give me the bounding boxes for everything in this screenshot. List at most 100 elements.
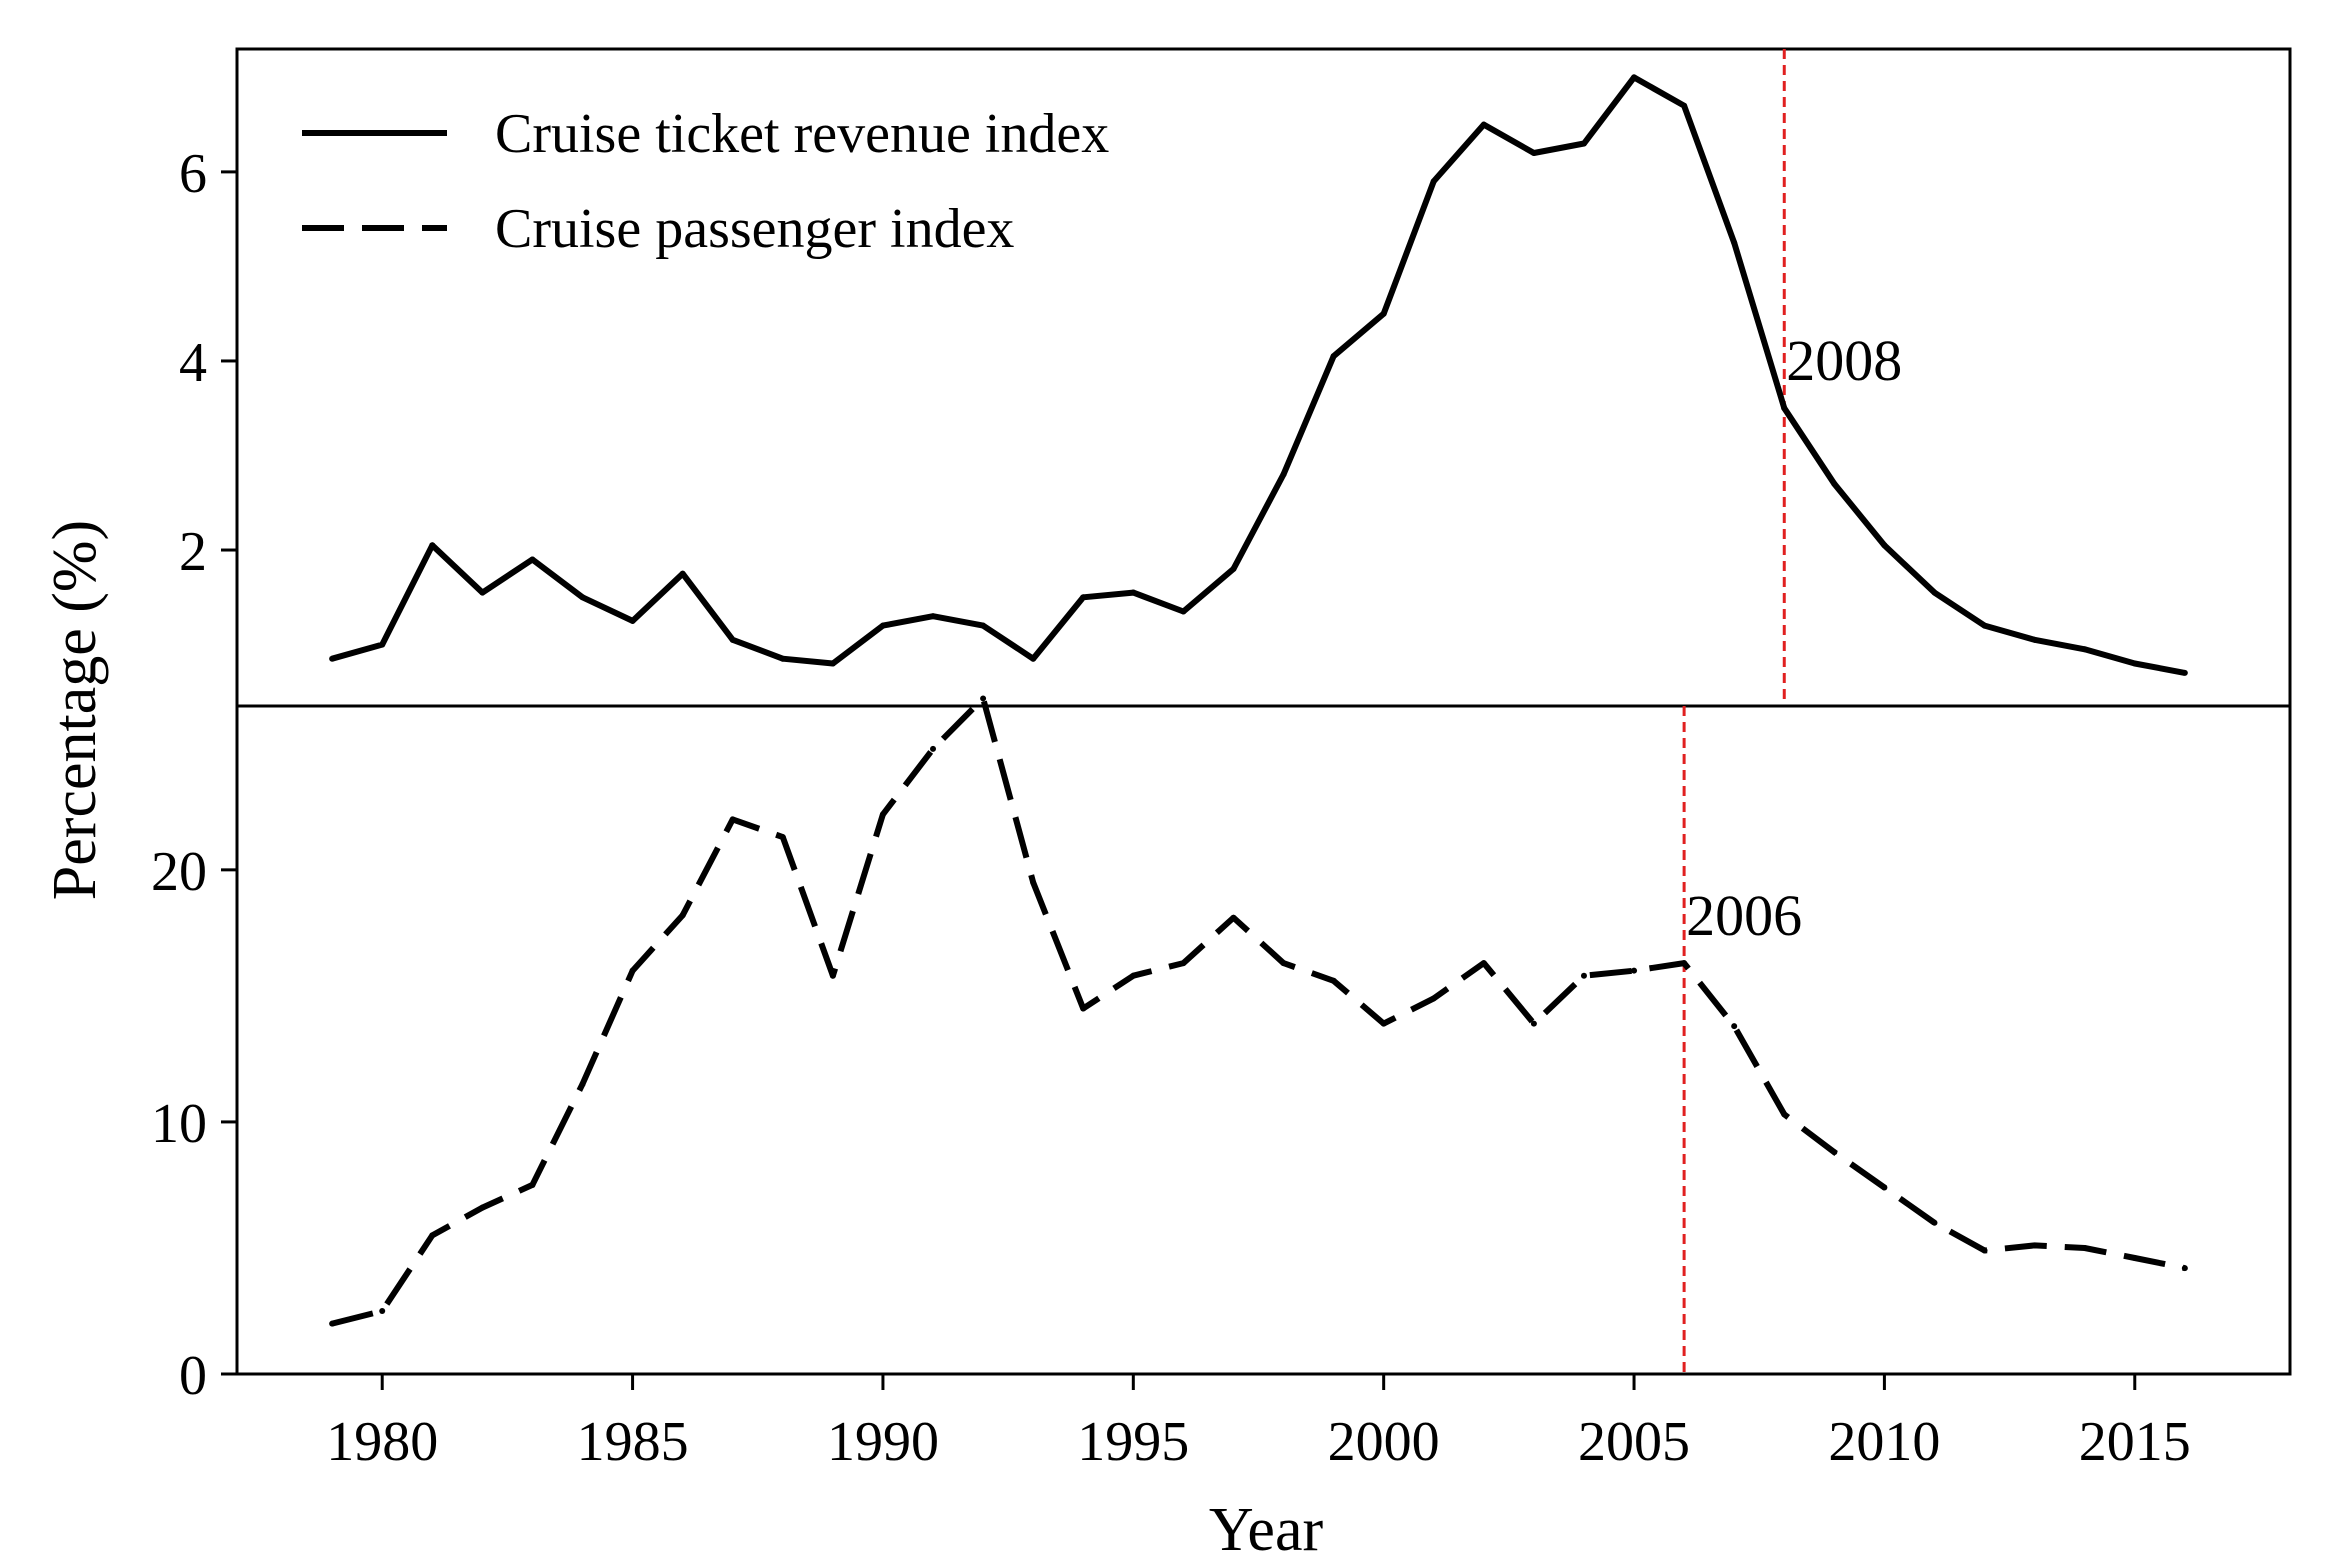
y-tick-label: 0: [179, 1345, 207, 1407]
data-point: [930, 613, 937, 620]
data-point: [779, 655, 786, 662]
data-point: [2031, 1242, 2038, 1249]
data-point: [1480, 121, 1487, 128]
y-tick-label: 20: [151, 841, 207, 903]
legend-label-revenue: Cruise ticket revenue index: [495, 103, 1109, 165]
y-tick-label: 6: [179, 143, 207, 205]
y-tick-label: 2: [179, 521, 207, 583]
legend: Cruise ticket revenue index Cruise passe…: [302, 103, 1109, 260]
data-point: [1230, 565, 1237, 572]
data-point: [729, 636, 736, 643]
data-point: [1580, 140, 1587, 147]
data-point: [1380, 1020, 1387, 1027]
data-point: [1931, 1219, 1938, 1226]
data-point: [2081, 1244, 2088, 1251]
data-point: [2181, 669, 2188, 676]
data-point: [429, 542, 436, 549]
data-point: [529, 1181, 536, 1188]
data-point: [879, 622, 886, 629]
data-point: [679, 912, 686, 919]
data-point: [1430, 995, 1437, 1002]
x-tick-label: 2005: [1578, 1411, 1690, 1473]
legend-label-passenger: Cruise passenger index: [495, 198, 1014, 260]
data-point: [879, 811, 886, 818]
data-point: [329, 655, 336, 662]
data-point: [1781, 405, 1788, 412]
data-point: [1280, 960, 1287, 967]
data-point: [1080, 594, 1087, 601]
data-point: [679, 570, 686, 577]
data-point: [930, 745, 937, 752]
data-point: [429, 1232, 436, 1239]
x-tick-label: 1980: [326, 1411, 438, 1473]
data-point: [1480, 960, 1487, 967]
x-axis-label: Year: [1209, 1496, 1324, 1564]
data-point: [1530, 1020, 1537, 1027]
data-point: [1981, 622, 1988, 629]
data-point: [1330, 977, 1337, 984]
data-point: [1130, 589, 1137, 596]
data-point: [2031, 636, 2038, 643]
data-point: [1831, 1149, 1838, 1156]
data-point: [479, 1204, 486, 1211]
data-point: [1280, 471, 1287, 478]
data-point: [829, 972, 836, 979]
y-tick-label: 4: [179, 332, 207, 394]
data-point: [579, 1081, 586, 1088]
data-point: [1430, 178, 1437, 185]
x-tick-label: 1995: [1077, 1411, 1189, 1473]
data-point: [980, 695, 987, 702]
x-tick-label: 2000: [1328, 1411, 1440, 1473]
series-line: [331, 695, 2186, 1327]
data-point: [980, 622, 987, 629]
panel-frame: [235, 704, 2292, 1376]
data-point: [1030, 655, 1037, 662]
x-tick-label: 2010: [1828, 1411, 1940, 1473]
data-point: [1681, 102, 1688, 109]
data-point: [479, 589, 486, 596]
data-point: [1631, 967, 1638, 974]
data-point: [579, 594, 586, 601]
data-point: [1931, 589, 1938, 596]
data-point: [1631, 74, 1638, 81]
data-point: [329, 1320, 336, 1327]
data-point: [2131, 1255, 2138, 1262]
data-point: [379, 1307, 386, 1314]
x-tick-label: 1985: [577, 1411, 689, 1473]
data-point: [779, 834, 786, 841]
data-point: [1831, 480, 1838, 487]
data-point: [1530, 149, 1537, 156]
reference-label-2008: 2008: [1786, 328, 1902, 393]
data-point: [1080, 1005, 1087, 1012]
series-line: [331, 74, 2186, 676]
y-axis-label: Percentage (%): [41, 520, 109, 900]
data-point: [1230, 914, 1237, 921]
data-point: [1731, 1023, 1738, 1030]
data-point: [1681, 960, 1688, 967]
data-point: [1881, 542, 1888, 549]
reference-label-2006: 2006: [1686, 883, 1802, 948]
data-point: [1981, 1247, 1988, 1254]
data-point: [1180, 960, 1187, 967]
data-point: [2131, 660, 2138, 667]
data-point: [1580, 972, 1587, 979]
data-point: [1380, 310, 1387, 317]
data-point: [1731, 239, 1738, 246]
x-tick-label: 2015: [2079, 1411, 2191, 1473]
data-point: [729, 816, 736, 823]
data-point: [1330, 353, 1337, 360]
y-tick-label: 10: [151, 1093, 207, 1155]
x-axis: 1980 1985 1990 1995 2000 2005 2010 2015: [326, 1374, 2191, 1473]
data-point: [629, 617, 636, 624]
data-point: [1130, 972, 1137, 979]
panel-bottom: 0 10 20 2006: [151, 695, 2292, 1407]
data-point: [829, 660, 836, 667]
x-tick-label: 1990: [827, 1411, 939, 1473]
data-point: [629, 967, 636, 974]
data-point: [1781, 1111, 1788, 1118]
data-point: [2081, 646, 2088, 653]
data-point: [1180, 608, 1187, 615]
data-point: [379, 641, 386, 648]
data-point: [1881, 1184, 1888, 1191]
